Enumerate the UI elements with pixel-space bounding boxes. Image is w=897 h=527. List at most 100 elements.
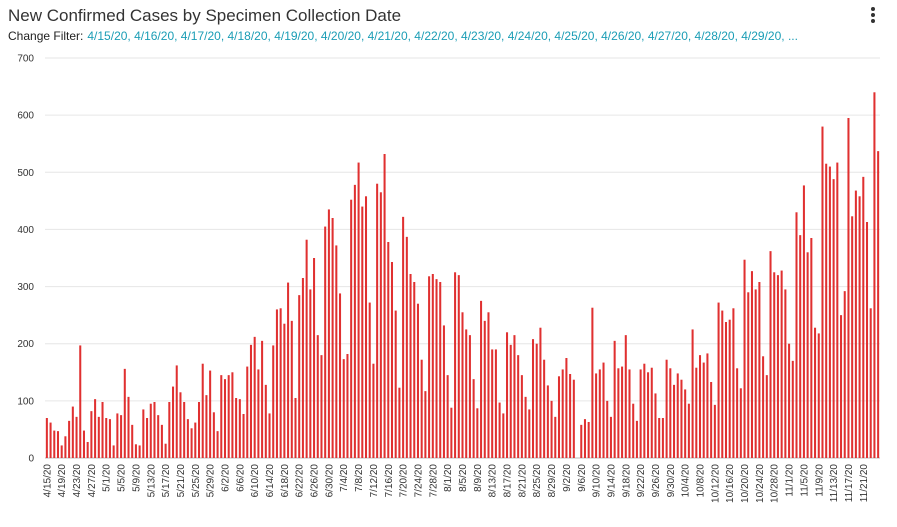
bar[interactable] xyxy=(554,416,557,458)
bar[interactable] xyxy=(331,218,334,458)
bar[interactable] xyxy=(713,404,716,458)
bar[interactable] xyxy=(313,258,316,458)
more-vertical-icon[interactable] xyxy=(866,6,880,26)
bar[interactable] xyxy=(639,369,642,458)
bar[interactable] xyxy=(446,375,449,458)
bar[interactable] xyxy=(272,345,275,458)
change-filter[interactable]: Change Filter: 4/15/20, 4/16/20, 4/17/20,… xyxy=(8,29,838,43)
bar[interactable] xyxy=(387,242,390,458)
bar[interactable] xyxy=(268,413,271,458)
bar[interactable] xyxy=(439,282,442,458)
bar[interactable] xyxy=(843,291,846,458)
bar[interactable] xyxy=(609,416,612,458)
bar[interactable] xyxy=(710,382,713,458)
bar[interactable] xyxy=(361,206,364,458)
bar[interactable] xyxy=(353,184,356,459)
bar[interactable] xyxy=(186,419,189,458)
bar[interactable] xyxy=(802,185,805,458)
bar[interactable] xyxy=(201,363,204,458)
bar[interactable] xyxy=(442,325,445,458)
bar[interactable] xyxy=(810,238,813,458)
bar[interactable] xyxy=(736,368,739,458)
bar[interactable] xyxy=(825,163,828,458)
bar[interactable] xyxy=(517,355,520,458)
bar[interactable] xyxy=(223,379,227,458)
bar[interactable] xyxy=(550,400,553,458)
bar[interactable] xyxy=(877,151,880,458)
bar[interactable] xyxy=(676,373,679,458)
bar[interactable] xyxy=(851,216,854,458)
bar[interactable] xyxy=(153,402,156,458)
bar[interactable] xyxy=(784,289,787,458)
bar[interactable] xyxy=(205,395,208,458)
bar[interactable] xyxy=(131,424,134,458)
bar[interactable] xyxy=(472,379,475,458)
bar[interactable] xyxy=(45,418,48,458)
bar[interactable] xyxy=(290,320,293,458)
bar[interactable] xyxy=(172,386,175,458)
bar[interactable] xyxy=(457,275,460,458)
bar[interactable] xyxy=(94,399,97,458)
bar[interactable] xyxy=(216,431,219,458)
bar[interactable] xyxy=(769,251,772,458)
bar[interactable] xyxy=(531,339,535,458)
bar[interactable] xyxy=(491,349,494,458)
bar[interactable] xyxy=(606,400,609,458)
bar[interactable] xyxy=(242,414,245,458)
bar[interactable] xyxy=(483,320,486,458)
bar[interactable] xyxy=(702,362,705,458)
bar[interactable] xyxy=(647,372,650,458)
bar[interactable] xyxy=(665,359,668,458)
bar[interactable] xyxy=(379,192,382,459)
bar[interactable] xyxy=(561,369,564,458)
bar[interactable] xyxy=(405,236,408,458)
bar[interactable] xyxy=(543,359,546,458)
bar[interactable] xyxy=(795,212,798,458)
bar[interactable] xyxy=(116,413,119,458)
bar[interactable] xyxy=(454,272,457,458)
bar[interactable] xyxy=(346,354,349,458)
bar[interactable] xyxy=(557,376,561,458)
filter-values-link[interactable]: 4/15/20, 4/16/20, 4/17/20, 4/18/20, 4/19… xyxy=(87,29,798,43)
bar[interactable] xyxy=(413,282,416,458)
bar[interactable] xyxy=(821,126,824,458)
bar[interactable] xyxy=(402,216,405,458)
bar[interactable] xyxy=(168,402,171,458)
bar[interactable] xyxy=(246,366,249,458)
bar[interactable] xyxy=(836,162,839,458)
bar[interactable] xyxy=(327,209,330,458)
bar[interactable] xyxy=(669,368,672,458)
bar[interactable] xyxy=(146,418,149,458)
bar[interactable] xyxy=(661,418,664,458)
bar[interactable] xyxy=(684,389,687,458)
bar[interactable] xyxy=(854,190,857,458)
bar[interactable] xyxy=(220,375,223,458)
bar[interactable] xyxy=(149,403,152,458)
bar[interactable] xyxy=(56,431,60,458)
bar[interactable] xyxy=(82,430,85,458)
bar[interactable] xyxy=(873,92,876,458)
bar[interactable] xyxy=(71,406,74,458)
bar[interactable] xyxy=(253,336,256,458)
bar[interactable] xyxy=(64,436,67,458)
bar[interactable] xyxy=(724,322,728,458)
bar[interactable] xyxy=(123,368,126,458)
bar[interactable] xyxy=(431,274,434,458)
bar[interactable] xyxy=(583,419,586,458)
bar[interactable] xyxy=(428,276,431,458)
bar[interactable] xyxy=(287,282,290,458)
bar[interactable] xyxy=(840,315,843,458)
bar[interactable] xyxy=(565,358,568,458)
bar[interactable] xyxy=(194,422,197,458)
bar[interactable] xyxy=(480,300,483,458)
bar[interactable] xyxy=(520,375,523,458)
bar[interactable] xyxy=(791,360,794,458)
bar[interactable] xyxy=(847,118,850,458)
bar[interactable] xyxy=(780,270,783,458)
bar[interactable] xyxy=(862,176,865,459)
bar[interactable] xyxy=(435,279,438,458)
bar[interactable] xyxy=(468,335,471,458)
bar[interactable] xyxy=(739,388,742,458)
bar[interactable] xyxy=(621,366,624,458)
bar[interactable] xyxy=(112,445,115,458)
